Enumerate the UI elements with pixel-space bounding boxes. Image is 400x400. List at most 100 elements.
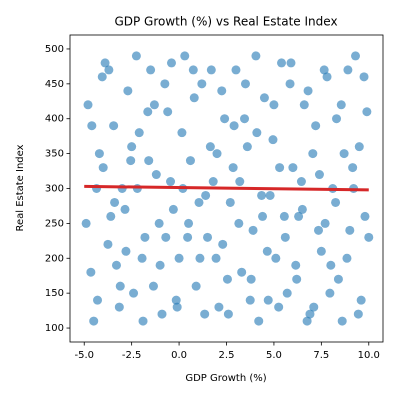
- point: [129, 288, 139, 298]
- point: [333, 274, 343, 284]
- point: [131, 51, 141, 61]
- point: [316, 246, 326, 256]
- point: [279, 211, 289, 221]
- point: [111, 260, 121, 270]
- x-tick-label: 0.0: [171, 350, 187, 361]
- point: [109, 121, 119, 131]
- plot-area: [81, 51, 374, 326]
- point: [87, 121, 97, 131]
- point: [127, 142, 137, 152]
- point: [191, 281, 201, 291]
- point: [320, 218, 330, 228]
- point: [235, 177, 245, 187]
- point: [246, 274, 256, 284]
- point: [337, 316, 347, 326]
- point: [229, 121, 239, 131]
- point: [203, 232, 213, 242]
- point: [100, 58, 110, 68]
- point: [331, 197, 341, 207]
- x-axis-label: GDP Growth (%): [185, 373, 266, 384]
- point: [359, 72, 369, 82]
- y-tick-label: 400: [45, 114, 64, 125]
- point: [151, 170, 161, 180]
- point: [86, 267, 96, 277]
- point: [144, 156, 154, 166]
- point: [114, 302, 124, 312]
- point: [154, 218, 164, 228]
- point: [285, 79, 295, 89]
- point: [245, 295, 255, 305]
- point: [271, 253, 281, 263]
- point: [163, 107, 173, 117]
- point: [242, 142, 252, 152]
- point: [166, 58, 176, 68]
- point: [218, 239, 228, 249]
- point: [157, 309, 167, 319]
- point: [362, 107, 372, 117]
- point: [231, 65, 241, 75]
- point: [277, 58, 287, 68]
- point: [185, 156, 195, 166]
- point: [302, 316, 312, 326]
- point: [223, 309, 233, 319]
- point: [93, 295, 103, 305]
- point: [353, 309, 363, 319]
- point: [201, 190, 211, 200]
- point: [214, 302, 224, 312]
- point: [171, 295, 181, 305]
- point: [148, 281, 158, 291]
- point: [177, 128, 187, 138]
- point: [126, 156, 136, 166]
- point: [297, 204, 307, 214]
- point: [104, 65, 114, 75]
- point: [248, 225, 258, 235]
- point: [217, 86, 227, 96]
- point: [83, 100, 93, 110]
- trend-line: [84, 184, 369, 192]
- point: [98, 163, 108, 173]
- point: [195, 253, 205, 263]
- x-tick-label: 5.0: [266, 350, 282, 361]
- point: [237, 267, 247, 277]
- point: [269, 100, 279, 110]
- point: [168, 204, 178, 214]
- point: [314, 170, 324, 180]
- point: [172, 302, 182, 312]
- point: [356, 295, 366, 305]
- point: [259, 93, 269, 103]
- point: [194, 197, 204, 207]
- point: [110, 197, 120, 207]
- point: [326, 260, 336, 270]
- point: [288, 163, 298, 173]
- point: [234, 218, 244, 228]
- point: [280, 232, 290, 242]
- point: [123, 86, 133, 96]
- point: [342, 253, 352, 263]
- point: [319, 65, 329, 75]
- point: [138, 316, 148, 326]
- point: [211, 253, 221, 263]
- point: [97, 72, 107, 82]
- x-tick-label: -2.5: [122, 350, 142, 361]
- point: [343, 65, 353, 75]
- x-tick-label: -5.0: [74, 350, 94, 361]
- point: [314, 225, 324, 235]
- point: [350, 51, 360, 61]
- point: [94, 149, 104, 159]
- y-tick-label: 250: [45, 218, 64, 229]
- point: [339, 149, 349, 159]
- point: [212, 149, 222, 159]
- point: [137, 253, 147, 263]
- point: [149, 100, 159, 110]
- point: [205, 142, 215, 152]
- point: [354, 142, 364, 152]
- point: [120, 204, 130, 214]
- point: [265, 190, 275, 200]
- point: [240, 114, 250, 124]
- point: [225, 197, 235, 207]
- point: [115, 281, 125, 291]
- point: [184, 218, 194, 228]
- y-tick-label: 200: [45, 253, 64, 264]
- point: [336, 100, 346, 110]
